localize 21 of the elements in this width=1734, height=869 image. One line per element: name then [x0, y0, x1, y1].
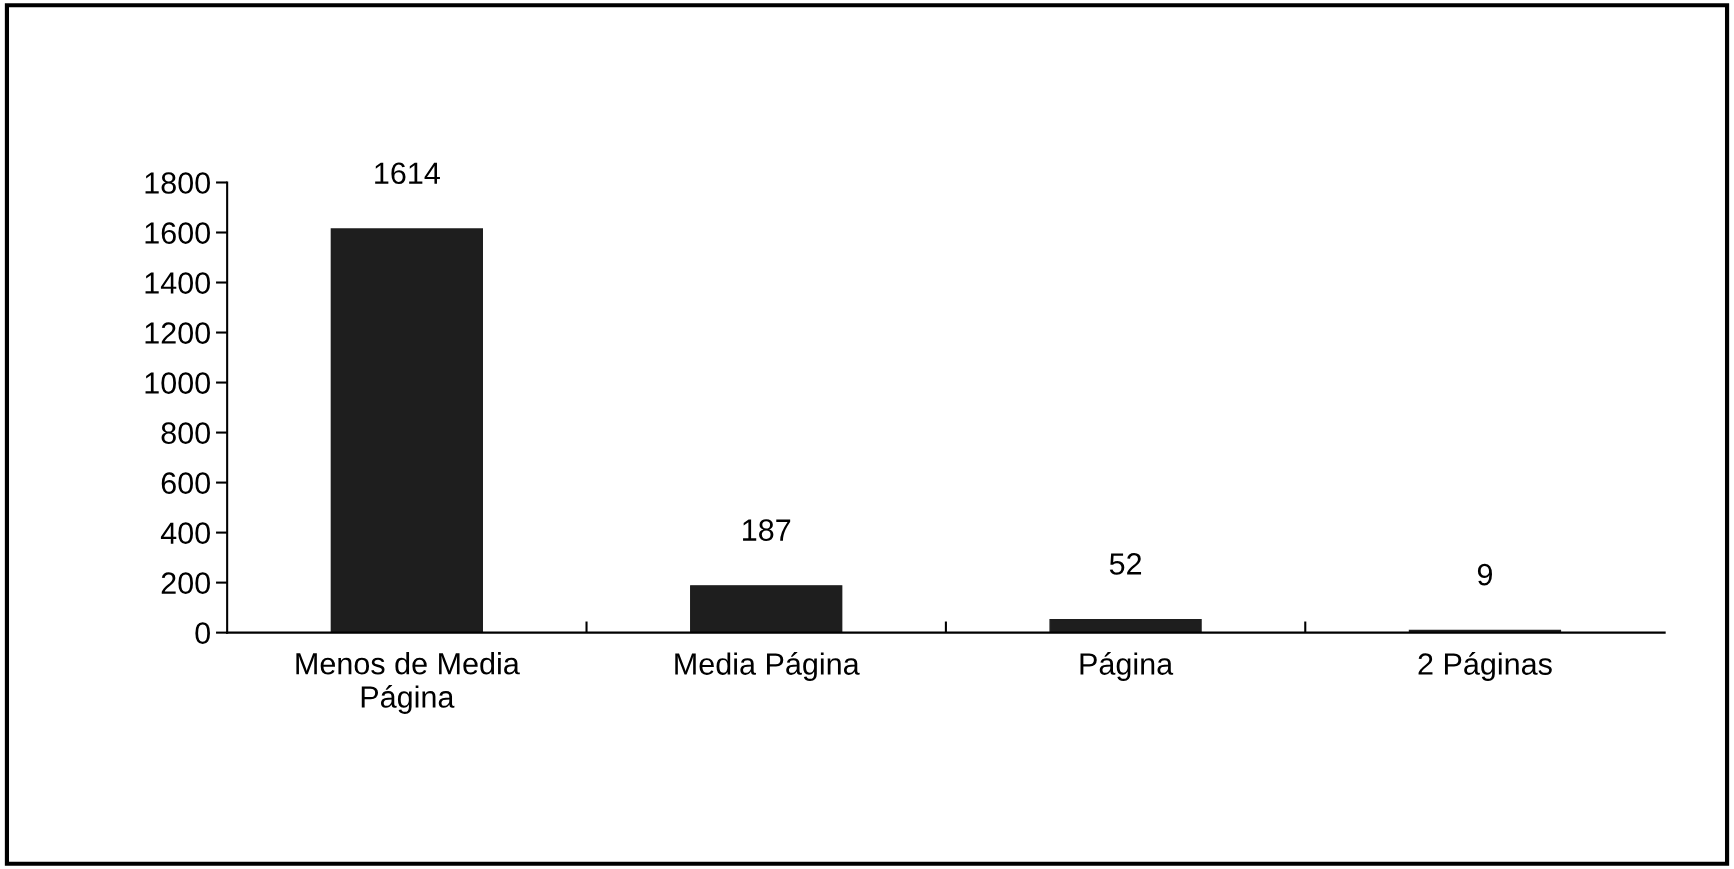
y-tick-label: 200 — [161, 572, 210, 594]
data-label: 9 — [1477, 563, 1492, 586]
x-tick-label: Página — [1080, 652, 1174, 681]
data-label: 187 — [743, 519, 791, 541]
y-tick-label: 1200 — [145, 322, 210, 344]
bar — [690, 585, 843, 633]
y-tick-label: 1600 — [145, 222, 210, 244]
y-tick-label: 1800 — [145, 172, 210, 194]
y-tick-label: 800 — [161, 422, 210, 444]
data-label: 1614 — [375, 162, 440, 185]
y-tick-label: 1400 — [145, 272, 210, 294]
y-tick-label: 600 — [161, 472, 210, 494]
y-tick-label: 1000 — [145, 372, 210, 394]
x-tick-label: Menos de Media Página — [296, 652, 520, 714]
data-label: 52 — [1109, 553, 1142, 575]
y-tick-label: 0 — [195, 622, 210, 644]
x-tick-label: 2 Páginas — [1418, 652, 1552, 681]
bar — [1049, 618, 1202, 633]
bar — [330, 228, 484, 633]
y-tick-label: 400 — [160, 522, 210, 544]
x-tick-label: Media Página — [675, 652, 860, 681]
